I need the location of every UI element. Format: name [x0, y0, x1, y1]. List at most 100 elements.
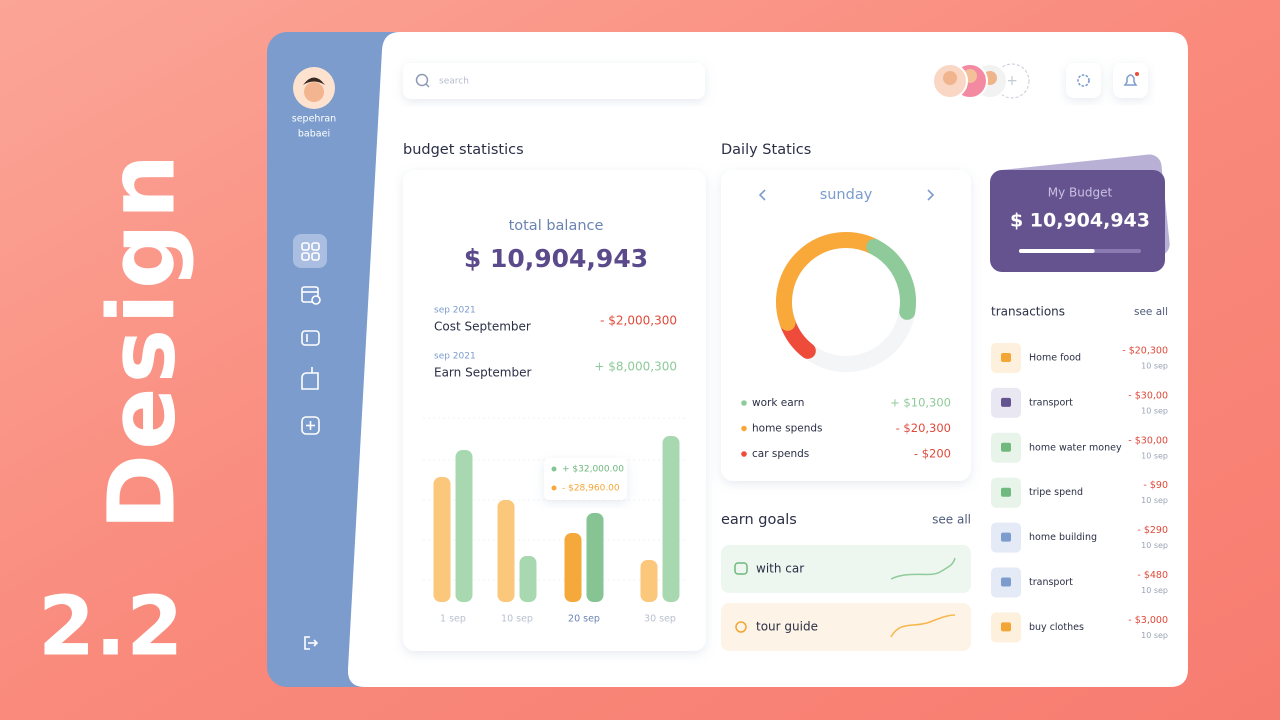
transaction-glyph: [1001, 532, 1011, 542]
transaction-glyph: [1001, 577, 1011, 587]
transaction-amount: - $3,000: [1128, 615, 1168, 626]
transaction-glyph: [1001, 622, 1011, 632]
my-budget-title: My Budget: [1048, 186, 1113, 200]
settings-button[interactable]: [1066, 63, 1101, 98]
car-icon: [734, 562, 748, 575]
transaction-name[interactable]: home water money: [1029, 442, 1122, 453]
user-hair: [303, 77, 325, 85]
tooltip-dot: [551, 485, 557, 491]
nav-active[interactable]: [293, 234, 327, 268]
team: [932, 63, 1008, 99]
user-name: babaei: [298, 129, 330, 140]
goal-sparkline: [890, 614, 956, 638]
transaction-amount: - $30,00: [1128, 390, 1168, 401]
transaction-date: 10 sep: [1141, 451, 1168, 460]
logout[interactable]: [304, 636, 319, 650]
budget-card: [403, 170, 706, 651]
bar: [586, 513, 604, 602]
transaction-name[interactable]: Home food: [1029, 353, 1081, 364]
transaction-name[interactable]: transport: [1029, 397, 1073, 408]
tooltip-text: + $32,000.00: [562, 465, 624, 475]
goal-sparkline: [890, 557, 956, 580]
bar: [564, 533, 582, 602]
x-tick-label: 10 sep: [501, 614, 533, 625]
nav-add[interactable]: [301, 416, 320, 435]
item-amount: - $2,000,300: [600, 314, 677, 328]
see-all[interactable]: see all: [932, 513, 971, 527]
transaction-amount: - $290: [1137, 525, 1168, 536]
bar: [455, 450, 473, 602]
x-tick-label: 1 sep: [440, 614, 466, 625]
bar: [640, 560, 658, 602]
transaction-glyph: [1001, 487, 1011, 497]
transaction-date: 10 sep: [1141, 586, 1168, 595]
day-label: sunday: [820, 187, 873, 203]
transaction-amount: - $480: [1137, 570, 1168, 581]
bar: [497, 500, 515, 602]
notification-button[interactable]: [1113, 63, 1148, 98]
item-label: Cost September: [434, 320, 531, 334]
see-all[interactable]: see all: [1134, 306, 1168, 318]
transaction-date: 10 sep: [1141, 496, 1168, 505]
goal-label[interactable]: tour guide: [756, 620, 818, 634]
total-label: total balance: [509, 218, 604, 234]
goal-card[interactable]: [721, 545, 971, 593]
section-title: budget statistics: [403, 142, 524, 158]
goal-label[interactable]: with car: [756, 562, 804, 576]
search-placeholder: search: [439, 77, 469, 87]
user-name: sepehran: [292, 114, 336, 125]
section-title: Daily Statics: [721, 142, 811, 158]
x-tick-label: 20 sep: [568, 614, 600, 625]
transaction-amount: - $30,00: [1128, 435, 1168, 446]
legend-amount: - $200: [914, 447, 951, 461]
transaction-name[interactable]: tripe spend: [1029, 487, 1083, 498]
nav-dashboard[interactable]: [301, 242, 320, 261]
transaction-glyph: [1001, 397, 1011, 407]
nav-calendar[interactable]: [301, 286, 321, 305]
legend-label: car spends: [752, 448, 809, 460]
legend-dot: [741, 400, 747, 406]
guide-icon: [735, 621, 747, 633]
nav-mailbox[interactable]: [301, 367, 319, 390]
search-box[interactable]: [403, 63, 705, 99]
bell-icon: [1123, 74, 1138, 86]
legend-label: work earn: [752, 397, 804, 409]
search-icon: [415, 73, 429, 87]
section-title: earn goals: [721, 512, 797, 528]
goal-card[interactable]: [721, 603, 971, 651]
side-title: Design: [88, 150, 195, 530]
settings-icon: [1077, 74, 1090, 87]
progress-fill: [1019, 249, 1095, 253]
bar: [433, 477, 451, 602]
transaction-amount: - $90: [1143, 480, 1168, 491]
legend-amount: + $10,300: [890, 396, 951, 410]
transaction-name[interactable]: transport: [1029, 577, 1073, 588]
donut-segment: [866, 238, 916, 320]
legend-amount: - $20,300: [896, 421, 951, 435]
transaction-name[interactable]: home building: [1029, 532, 1097, 543]
prev-day[interactable]: [758, 189, 766, 201]
user-face: [304, 82, 324, 102]
item-period: sep 2021: [434, 306, 476, 316]
legend-dot: [741, 425, 747, 432]
nav: [293, 234, 327, 650]
item-amount: + $8,000,300: [594, 360, 677, 374]
tooltip-dot: [551, 466, 557, 472]
transaction-date: 10 sep: [1141, 406, 1168, 415]
next-day[interactable]: [927, 189, 935, 201]
total-amount: $ 10,904,943: [464, 244, 648, 273]
bell-dot: [1135, 72, 1139, 76]
team-face: [943, 71, 957, 85]
transaction-glyph: [1001, 442, 1011, 452]
bar: [519, 556, 537, 602]
my-budget-card: [990, 170, 1165, 272]
nav-wallet[interactable]: [301, 330, 320, 346]
item-period: sep 2021: [434, 352, 476, 362]
my-budget-amount: $ 10,904,943: [1010, 210, 1150, 232]
item-label: Earn September: [434, 366, 531, 380]
transaction-name[interactable]: buy clothes: [1029, 622, 1084, 633]
search-icon: [425, 83, 430, 88]
